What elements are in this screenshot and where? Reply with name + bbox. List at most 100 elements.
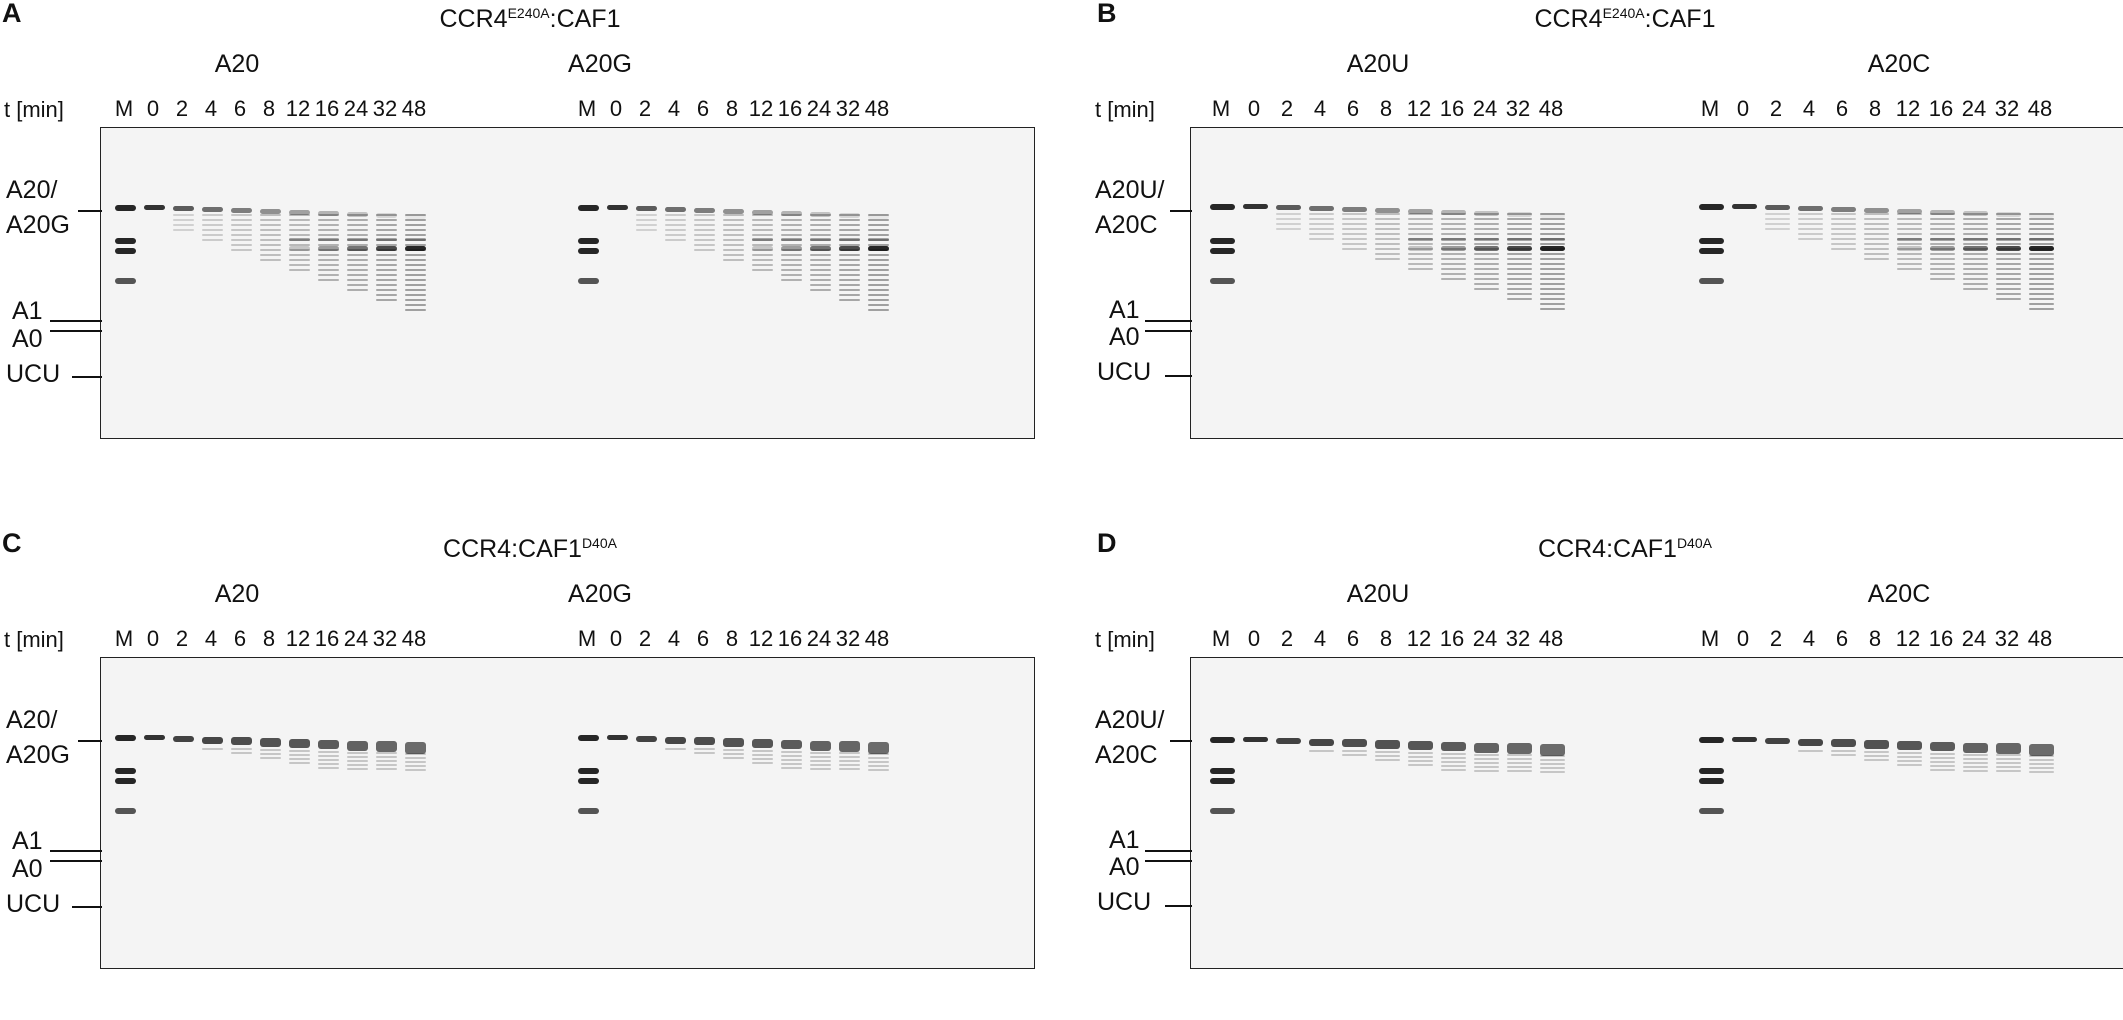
gel-band [1962,765,1988,768]
gel-band [1473,283,1499,285]
gel-band [838,299,860,301]
gel-band [1473,753,1499,756]
gel-band [288,238,310,241]
gel-band [288,259,310,261]
gel-band [1896,233,1922,235]
gel-band [1374,243,1400,245]
gel-band [230,229,252,231]
gel-band [838,239,860,241]
gel-band [664,747,686,750]
gel-band [1473,246,1499,251]
gel-band [809,214,831,216]
gel-band [664,736,686,744]
lane-label: 2 [1769,626,1783,651]
gel-band [1995,238,2021,241]
gel-band [751,234,773,236]
lane-label: 12 [1895,96,1921,121]
gel-band [1929,243,1955,245]
gel-band [404,304,426,306]
lane-label: M [114,96,134,121]
gel-band [230,234,252,236]
gel-band [1929,268,1955,270]
gel-band [317,229,339,231]
gel-band [404,238,426,241]
gel-band [1506,238,1532,241]
gel-band [1341,228,1367,230]
gel-band [751,214,773,216]
panel-title: CCR4:CAF1D40A [1538,535,1712,563]
gel-band [317,234,339,236]
gel-band [1962,757,1988,760]
gel-band [1863,238,1889,240]
gel-band [346,259,368,261]
gel-band [693,752,715,755]
gel-band [780,224,802,226]
gel-band [664,214,686,216]
gel-band [404,254,426,256]
gel-band [1995,754,2021,757]
gel-band [2028,218,2054,220]
gel-band [346,214,368,216]
gel-band [259,254,281,256]
gel-band [1506,243,1532,245]
gel-band [1797,213,1823,215]
lane-label: 32 [372,626,398,651]
gel-band [838,760,860,763]
gel-band [404,229,426,231]
lane-label: 2 [1280,96,1294,121]
gel-band [1698,808,1724,814]
gel-band [838,219,860,221]
gel-band [722,249,744,251]
panel-title: CCR4E240A:CAF1 [439,5,621,33]
band-label-a1: A1 [1109,826,1140,854]
gel-band [1995,293,2021,295]
gel-band [404,299,426,301]
gel-band [1275,213,1301,215]
gel-band [346,751,368,754]
gel-band [1929,233,1955,235]
gel-band [1539,228,1565,230]
gel-band [577,238,599,244]
gel-band [693,219,715,221]
leader-line-top [78,740,102,742]
band-label-top: A20/ [6,176,58,204]
lane-label: 24 [1472,626,1498,651]
gel-band [664,239,686,241]
leader-line-ucu [72,376,102,378]
gel-band [1242,737,1268,742]
gel-band [2028,771,2054,774]
gel-band [404,757,426,760]
gel-band [1830,248,1856,250]
gel-band [1440,258,1466,260]
gel-band [780,246,802,251]
gel-band [1797,749,1823,752]
gel-band [1539,238,1565,241]
gel-band [2028,303,2054,305]
gel-band [1995,758,2021,761]
gel-band [1962,273,1988,275]
gel-band [1896,228,1922,230]
gel-band [1896,223,1922,225]
gel-band [722,244,744,246]
gel-band [1995,766,2021,769]
gel-band [1539,771,1565,774]
gel-band [1506,268,1532,270]
gel-band [780,264,802,266]
gel-band [1539,213,1565,218]
gel-band [2028,278,2054,280]
leader-line-a1 [1145,320,1192,322]
gel-band [1539,763,1565,766]
lane-label: 16 [1928,96,1954,121]
sample-label-right: A20G [568,50,632,78]
gel-band [317,269,339,271]
gel-band [1440,263,1466,265]
gel-band [1962,253,1988,255]
gel-band [2028,744,2054,756]
lane-label: M [1211,626,1231,651]
lane-label: 16 [314,96,340,121]
gel-band [693,748,715,751]
gel-band [693,229,715,231]
gel-band [1341,238,1367,240]
gel-band [1473,761,1499,764]
gel-band [346,212,368,217]
